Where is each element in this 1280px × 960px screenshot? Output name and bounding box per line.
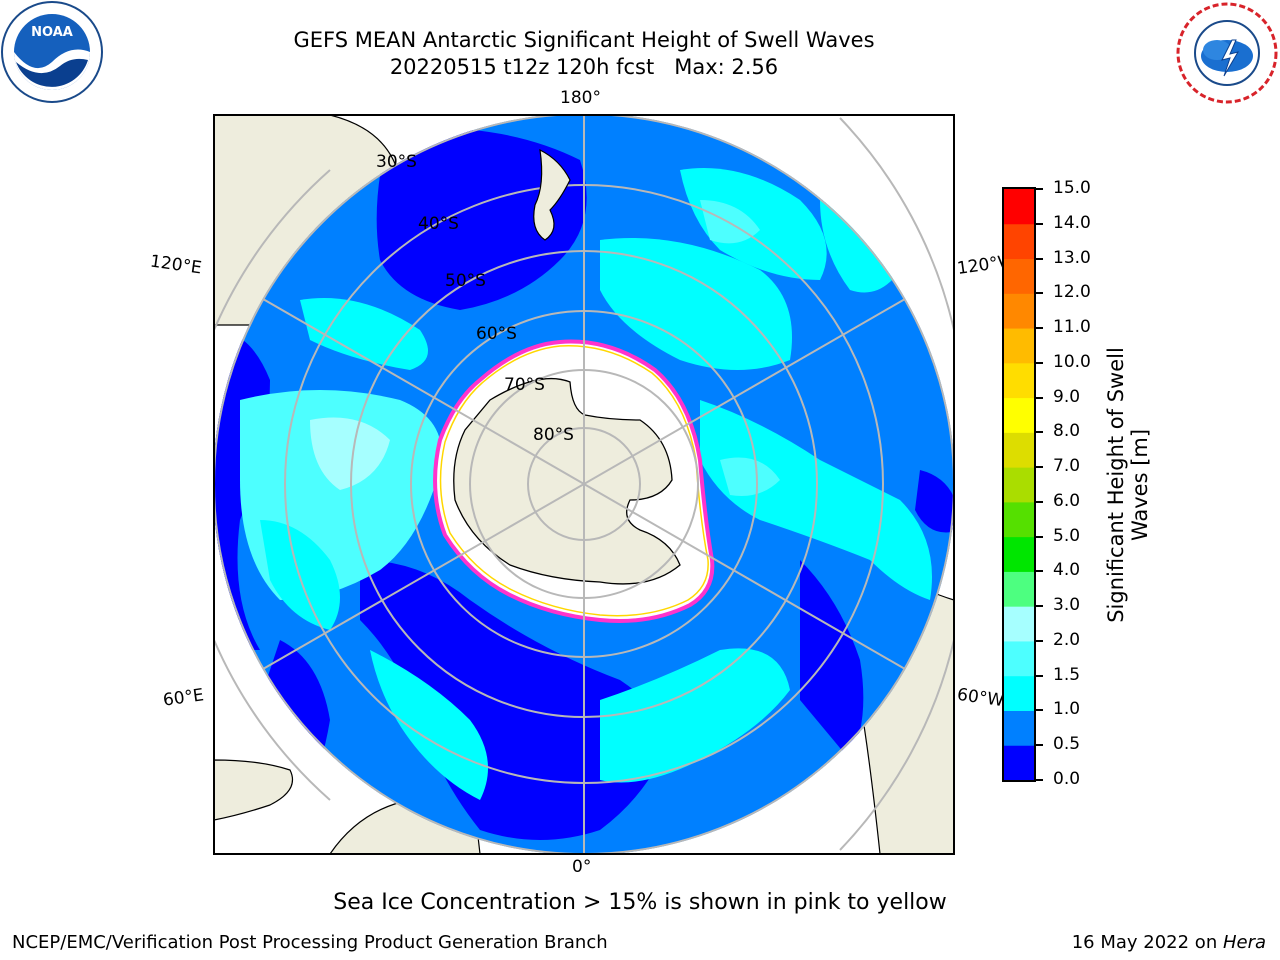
colorbar-tick [1035, 500, 1043, 503]
colorbar-tick-label: 13.0 [1053, 247, 1091, 268]
lat-label-50s: 50°S [445, 271, 486, 291]
colorbar-tick [1035, 188, 1043, 190]
colorbar-tick-label: 10.0 [1053, 351, 1091, 372]
footer-host: Hera [1222, 932, 1266, 953]
colorbar-tick-label: 8.0 [1053, 421, 1081, 442]
colorbar-cell [1004, 328, 1034, 364]
footer-date-text: 16 May 2022 on [1071, 932, 1223, 953]
colorbar-tick [1035, 570, 1043, 573]
colorbar-tick [1035, 257, 1043, 260]
colorbar-cell [1004, 606, 1034, 642]
chart-title: GEFS MEAN Antarctic Significant Height o… [293, 28, 875, 52]
colorbar-tick-label: 1.0 [1053, 699, 1081, 720]
colorbar-tick [1035, 222, 1043, 225]
lon-label-0: 0° [572, 857, 592, 877]
colorbar-cell [1004, 710, 1034, 746]
colorbar-tick [1035, 396, 1043, 399]
colorbar-tick-label: 12.0 [1053, 282, 1091, 303]
colorbar-cell [1004, 293, 1034, 329]
colorbar-tick [1035, 535, 1043, 538]
colorbar-tick-label: 1.5 [1053, 664, 1081, 685]
colorbar-tick-label: 0.0 [1053, 769, 1081, 789]
colorbar-title-line2: Waves [m] [1128, 428, 1152, 542]
nws-logo [1176, 2, 1278, 104]
noaa-logo-text: NOAA [31, 25, 73, 40]
colorbar-cell [1004, 536, 1034, 572]
colorbar-tick [1035, 292, 1043, 295]
colorbar-tick-label: 3.0 [1053, 595, 1081, 616]
colorbar-tick-label: 9.0 [1053, 386, 1081, 407]
colorbar-cell [1004, 745, 1034, 781]
colorbar [1002, 187, 1036, 782]
colorbar-tick [1035, 466, 1043, 469]
colorbar-tick-label: 6.0 [1053, 490, 1081, 511]
colorbar-cell [1004, 571, 1034, 607]
colorbar-cell [1004, 467, 1034, 503]
colorbar-tick [1035, 779, 1043, 781]
lat-label-30s: 30°S [376, 152, 417, 172]
new-zealand [533, 148, 571, 241]
colorbar-tick-label: 2.0 [1053, 629, 1081, 650]
colorbar-cell [1004, 501, 1034, 538]
colorbar-tick-label: 11.0 [1053, 317, 1091, 338]
colorbar-tick-label: 4.0 [1053, 560, 1081, 581]
lat-label-60s: 60°S [476, 324, 517, 344]
footer-date: 16 May 2022 on Hera [1072, 932, 1266, 953]
colorbar-tick [1035, 361, 1043, 364]
colorbar-tick [1035, 639, 1043, 642]
colorbar-tick-label: 14.0 [1053, 212, 1091, 233]
colorbar-tick-label: 5.0 [1053, 525, 1081, 546]
colorbar-cell [1004, 362, 1034, 399]
colorbar-tick-label: 0.5 [1053, 734, 1081, 755]
colorbar-tick [1035, 327, 1043, 330]
colorbar-tick [1035, 744, 1043, 747]
colorbar-cell [1004, 675, 1034, 711]
colorbar-cell [1004, 397, 1034, 433]
chart-subtitle: 20220515 t12z 120h fcst Max: 2.56 [389, 55, 779, 79]
colorbar-tick-label: 7.0 [1053, 456, 1081, 477]
noaa-logo: NOAA [1, 1, 103, 103]
colorbar-title: Significant Height of Swell Waves [m] [1104, 347, 1152, 623]
colorbar-tick-label: 15.0 [1053, 178, 1091, 198]
footer-credit: NCEP/EMC/Verification Post Processing Pr… [12, 932, 608, 953]
sea-ice-note: Sea Ice Concentration > 15% is shown in … [333, 890, 947, 915]
lat-label-70s: 70°S [504, 375, 545, 395]
graticule [214, 115, 954, 854]
antarctica [433, 339, 715, 623]
lat-label-80s: 80°S [533, 425, 574, 445]
colorbar-cell [1004, 432, 1034, 468]
colorbar-tick [1035, 674, 1043, 677]
colorbar-cell [1004, 640, 1034, 677]
colorbar-tick [1035, 431, 1043, 434]
colorbar-cell [1004, 258, 1034, 294]
lon-label-180: 180° [560, 88, 601, 108]
colorbar-cell [1004, 223, 1034, 260]
colorbar-cell [1004, 189, 1034, 225]
colorbar-tick [1035, 605, 1043, 608]
lat-label-40s: 40°S [418, 214, 459, 234]
colorbar-title-line1: Significant Height of Swell [1104, 347, 1128, 623]
colorbar-tick [1035, 709, 1043, 712]
